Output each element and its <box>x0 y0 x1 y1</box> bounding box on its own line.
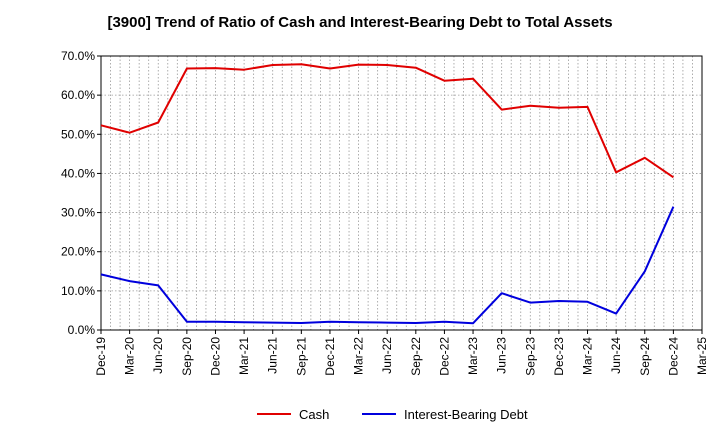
x-tick-label: Sep-24 <box>638 337 652 376</box>
x-tick-label: Dec-20 <box>208 337 222 376</box>
chart-title: [3900] Trend of Ratio of Cash and Intere… <box>107 14 613 31</box>
y-tick-label: 30.0% <box>61 206 95 220</box>
x-tick-label: Mar-24 <box>581 337 595 375</box>
y-tick-label: 0.0% <box>68 323 96 337</box>
x-tick-label: Dec-24 <box>666 337 680 376</box>
series-group <box>100 63 675 325</box>
y-tick-label: 40.0% <box>61 166 95 180</box>
x-tick-label: Mar-23 <box>466 337 480 375</box>
series-line-interest-bearing-debt <box>100 206 675 325</box>
axes: 0.0% 10.0% 20.0% 30.0% 40.0% 50.0% 60.0% 70.0% D… <box>61 49 709 376</box>
x-tick-label: Dec-21 <box>323 337 337 376</box>
series-line-cash <box>100 63 674 179</box>
grid <box>101 55 702 330</box>
x-tick-label: Sep-22 <box>409 337 423 376</box>
x-tick-label: Mar-25 <box>695 337 709 375</box>
x-tick-label: Dec-19 <box>94 337 108 376</box>
x-tick-label: Sep-20 <box>180 337 194 376</box>
x-tick-label: Jun-20 <box>151 337 165 374</box>
x-tick-label: Jun-23 <box>495 337 509 374</box>
y-tick-label: 70.0% <box>61 49 95 63</box>
x-tick-label: Jun-24 <box>609 337 623 374</box>
x-tick-label: Dec-22 <box>437 337 451 376</box>
x-tick-label: Mar-20 <box>123 337 137 375</box>
y-tick-label: 20.0% <box>61 245 95 259</box>
legend: Cash Interest-Bearing Debt <box>257 407 528 422</box>
x-tick-label: Mar-22 <box>352 337 366 375</box>
x-tick-label: Jun-22 <box>380 337 394 374</box>
x-tick-label: Mar-21 <box>237 337 251 375</box>
x-tick-label: Sep-23 <box>523 337 537 376</box>
plot-border <box>100 55 703 331</box>
legend-label-interest-bearing-debt: Interest-Bearing Debt <box>404 407 528 422</box>
y-tick-label: 10.0% <box>61 284 95 298</box>
legend-label-cash: Cash <box>299 407 329 422</box>
x-tick-label: Jun-21 <box>266 337 280 374</box>
y-tick-label: 60.0% <box>61 88 95 102</box>
x-tick-label: Dec-23 <box>552 337 566 376</box>
plot-area <box>101 56 702 330</box>
x-tick-label: Sep-21 <box>294 337 308 376</box>
y-tick-label: 50.0% <box>61 127 95 141</box>
